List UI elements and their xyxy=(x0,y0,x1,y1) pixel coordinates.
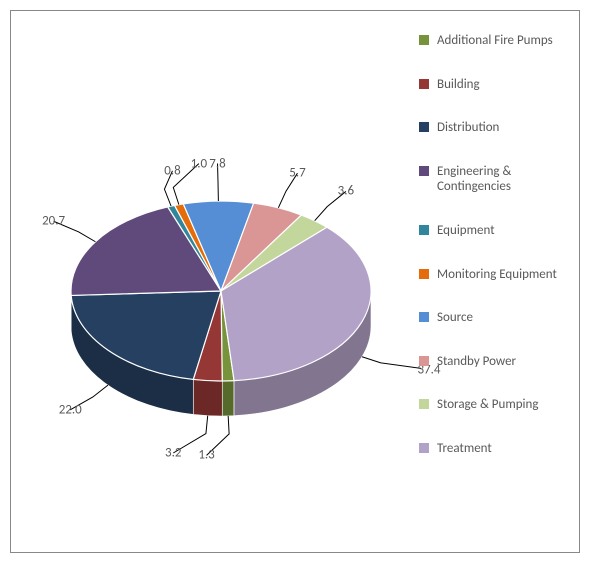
legend-label: Monitoring Equipment xyxy=(437,267,569,283)
legend-item: Standby Power xyxy=(419,354,569,370)
legend-swatch xyxy=(419,399,429,409)
legend-item: Equipment xyxy=(419,223,569,239)
data-label: 1.3 xyxy=(198,448,214,463)
data-label: 5.7 xyxy=(289,166,305,181)
legend-item: Additional Fire Pumps xyxy=(419,33,569,49)
data-label: 22.0 xyxy=(59,402,82,417)
legend-label: Source xyxy=(437,310,569,326)
data-label: 0.8 xyxy=(164,163,180,178)
legend-label: Engineering & Contingencies xyxy=(437,164,569,195)
pie-chart-area: 1.33.222.020.70.81.07.85.73.637.4 xyxy=(11,11,421,554)
legend-label: Additional Fire Pumps xyxy=(437,33,569,49)
legend-item: Distribution xyxy=(419,120,569,136)
legend-item: Treatment xyxy=(419,441,569,457)
legend-label: Storage & Pumping xyxy=(437,397,569,413)
legend-item: Storage & Pumping xyxy=(419,397,569,413)
legend-swatch xyxy=(419,225,429,235)
legend-swatch xyxy=(419,312,429,322)
legend-swatch xyxy=(419,122,429,132)
legend-swatch xyxy=(419,269,429,279)
legend-label: Treatment xyxy=(437,441,569,457)
legend-label: Standby Power xyxy=(437,354,569,370)
legend-item: Building xyxy=(419,77,569,93)
legend-item: Monitoring Equipment xyxy=(419,267,569,283)
data-label: 3.2 xyxy=(165,445,181,460)
legend-label: Equipment xyxy=(437,223,569,239)
data-label: 20.7 xyxy=(42,214,65,229)
legend-item: Source xyxy=(419,310,569,326)
legend-swatch xyxy=(419,35,429,45)
legend: Additional Fire Pumps Building Distributio… xyxy=(419,33,569,485)
legend-item: Engineering & Contingencies xyxy=(419,164,569,195)
pie-chart-svg xyxy=(11,11,421,554)
legend-label: Building xyxy=(437,77,569,93)
data-label: 1.0 xyxy=(191,156,207,171)
legend-swatch xyxy=(419,79,429,89)
legend-swatch xyxy=(419,443,429,453)
legend-swatch xyxy=(419,166,429,176)
legend-swatch xyxy=(419,356,429,366)
data-label: 7.8 xyxy=(209,156,225,171)
chart-frame: 1.33.222.020.70.81.07.85.73.637.4 Additi… xyxy=(10,10,580,553)
data-label: 3.6 xyxy=(338,184,354,199)
legend-label: Distribution xyxy=(437,120,569,136)
